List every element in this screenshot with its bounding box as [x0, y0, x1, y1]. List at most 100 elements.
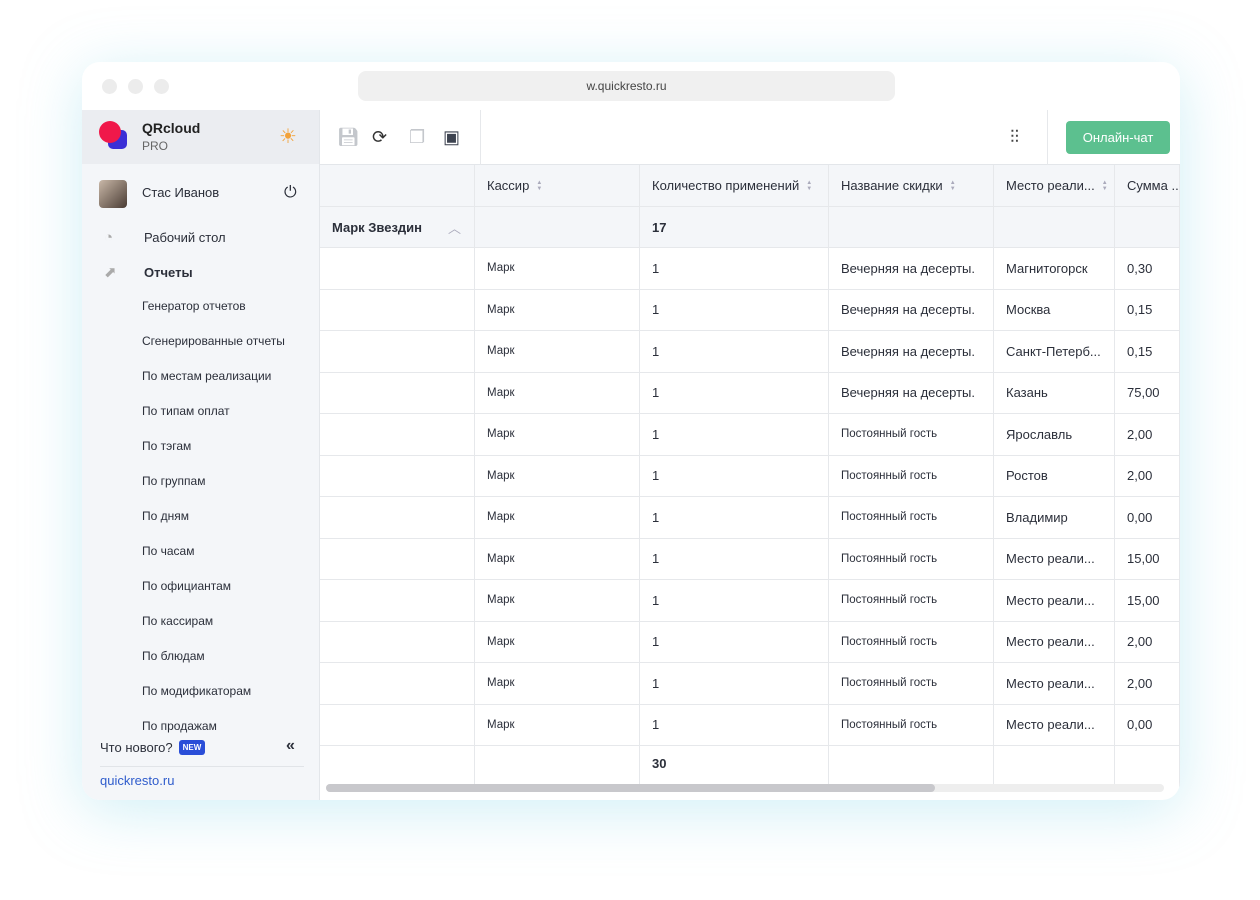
table-row: Марк 1 Вечерняя на десерты. Магнитогорск 0,3… [320, 248, 1180, 290]
cell-text: Постоянный гость [841, 511, 938, 524]
table-cell: 15,00 [1115, 538, 1180, 579]
table-cell: 1 [640, 289, 829, 330]
column-header[interactable]: Место реали... ▲▼ [994, 165, 1115, 206]
sidebar-subitem[interactable]: По часам [142, 544, 195, 558]
table-cell [320, 740, 475, 787]
sidebar-subitem[interactable]: По модификаторам [142, 684, 252, 698]
cell-text: 2,00 [1127, 675, 1153, 691]
toolbar-divider [1047, 110, 1048, 165]
table-cell [994, 207, 1115, 247]
group-count-cell: 17 [640, 207, 829, 247]
table-cell: 1 [640, 704, 829, 745]
cell-text: 0,15 [1127, 343, 1153, 359]
cell-text: Место реали... [1006, 717, 1095, 733]
table-cell [475, 740, 640, 787]
sidebar-subitem[interactable]: По продажам [142, 719, 217, 733]
sidebar-item-reports[interactable]: ⬈ Отчеты [82, 261, 320, 285]
column-header [320, 165, 475, 206]
site-link[interactable]: quickresto.ru [100, 773, 175, 788]
cell-text: Ярославль [1006, 426, 1073, 442]
table-row: Марк 1 Вечерняя на десерты. Санкт-Петерб...… [320, 331, 1180, 373]
column-header[interactable]: Кассир ▲▼ [475, 165, 640, 206]
table-cell: 0,00 [1115, 497, 1180, 538]
table-cell: Постоянный гость [829, 663, 994, 704]
cell-text: 2,00 [1127, 426, 1153, 442]
sidebar: QRcloud PRO ☀ Стас Иванов ⏻ ◔ Рабочий ст… [82, 110, 320, 800]
table-row: Марк 1 Вечерняя на десерты. Казань 75,00 [320, 372, 1180, 414]
table-cell: 1 [640, 538, 829, 579]
cell-text: Марк [487, 552, 515, 565]
column-header[interactable]: Название скидки ▲▼ [829, 165, 994, 206]
sidebar-subitem[interactable]: Сгенерированные отчеты [142, 334, 285, 348]
table-row: Марк 1 Постоянный гость Владимир 0,00 [320, 497, 1180, 539]
cell-text: Москва [1006, 302, 1051, 318]
table-cell [320, 372, 475, 413]
copy-icon[interactable]: ❐ [409, 127, 426, 147]
cell-text: 1 [652, 468, 660, 484]
cell-text: Постоянный гость [841, 594, 938, 607]
cell-text: Вечерняя на десерты. [841, 302, 975, 318]
sidebar-subitem[interactable]: По тэгам [142, 439, 192, 453]
table-cell: 1 [640, 372, 829, 413]
cell-text: Место реали... [1006, 178, 1095, 193]
table-cell: 1 [640, 663, 829, 704]
inbox-icon[interactable]: ▣ [443, 127, 461, 147]
cell-text: Марк [487, 718, 515, 731]
sidebar-subitem[interactable]: По дням [142, 509, 190, 523]
table-cell: Постоянный гость [829, 621, 994, 662]
sidebar-subitem[interactable]: По официантам [142, 579, 232, 593]
cell-text: 1 [652, 385, 660, 401]
cell-text: Название скидки [841, 178, 943, 193]
column-header[interactable]: Количество применений ▲▼ [640, 165, 829, 206]
table-cell: 2,00 [1115, 621, 1180, 662]
collapse-group-chevron-icon[interactable]: ︿ [448, 220, 462, 236]
theme-toggle-icon[interactable]: ☀ [279, 126, 297, 148]
sort-icon[interactable]: ▲▼ [806, 179, 813, 192]
column-settings-sliders-icon[interactable]: ⫶⫶ [1010, 127, 1019, 147]
whats-new-link[interactable]: Что нового? NEW [100, 740, 206, 755]
sort-icon[interactable]: ▲▼ [1101, 179, 1108, 192]
window-maximize-dot[interactable] [154, 79, 169, 94]
sidebar-subitem[interactable]: По местам реализации [142, 369, 272, 383]
toolbar: 💾︎ ⟳ ❐ ▣ ⫶⫶ Онлайн-чат [320, 110, 1180, 165]
table-cell: Казань [994, 372, 1115, 413]
table-cell [320, 455, 475, 496]
sidebar-item-label: Рабочий стол [144, 230, 226, 245]
table-cell: 0,15 [1115, 289, 1180, 330]
table-cell: 1 [640, 248, 829, 289]
online-chat-button[interactable]: Онлайн-чат [1066, 121, 1170, 154]
horizontal-scrollbar[interactable] [326, 784, 1164, 792]
table-cell: Место реали... [994, 538, 1115, 579]
save-icon[interactable]: 💾︎ [337, 127, 360, 147]
sidebar-subitem[interactable]: По группам [142, 474, 206, 488]
window-close-dot[interactable] [102, 79, 117, 94]
window-minimize-dot[interactable] [128, 79, 143, 94]
cell-text: 15,00 [1127, 592, 1160, 608]
address-bar[interactable]: w.quickresto.ru [358, 71, 895, 101]
refresh-icon[interactable]: ⟳ [372, 127, 388, 147]
scrollbar-thumb[interactable] [326, 784, 935, 792]
cell-text: 15,00 [1127, 551, 1160, 567]
sort-icon[interactable]: ▲▼ [949, 179, 956, 192]
collapse-sidebar-icon[interactable]: « [286, 737, 295, 754]
cell-text: Ростов [1006, 468, 1048, 484]
table-cell: 0,30 [1115, 248, 1180, 289]
whats-new-label: Что нового? [100, 740, 173, 755]
sidebar-subitem[interactable]: По типам оплат [142, 404, 230, 418]
table-cell [994, 740, 1115, 787]
logout-power-icon[interactable]: ⏻ [284, 184, 297, 201]
title-bar: w.quickresto.ru [82, 62, 1180, 110]
sidebar-item-dashboard[interactable]: ◔ Рабочий стол [82, 226, 320, 250]
divider [100, 766, 304, 767]
sidebar-subitem[interactable]: По кассирам [142, 614, 214, 628]
sidebar-subitem[interactable]: По блюдам [142, 649, 205, 663]
table-row: Марк 1 Вечерняя на десерты. Москва 0,15 [320, 289, 1180, 331]
cell-text: Постоянный гость [841, 635, 938, 648]
table-row: Марк 1 Постоянный гость Место реали... 2,00 [320, 663, 1180, 705]
sort-icon[interactable]: ▲▼ [536, 179, 543, 192]
cell-text: 1 [652, 260, 660, 276]
table-cell: Марк [475, 372, 640, 413]
sidebar-subitem[interactable]: Генератор отчетов [142, 299, 246, 313]
table-cell: Марк [475, 414, 640, 455]
column-header[interactable]: Сумма ... [1115, 165, 1180, 206]
